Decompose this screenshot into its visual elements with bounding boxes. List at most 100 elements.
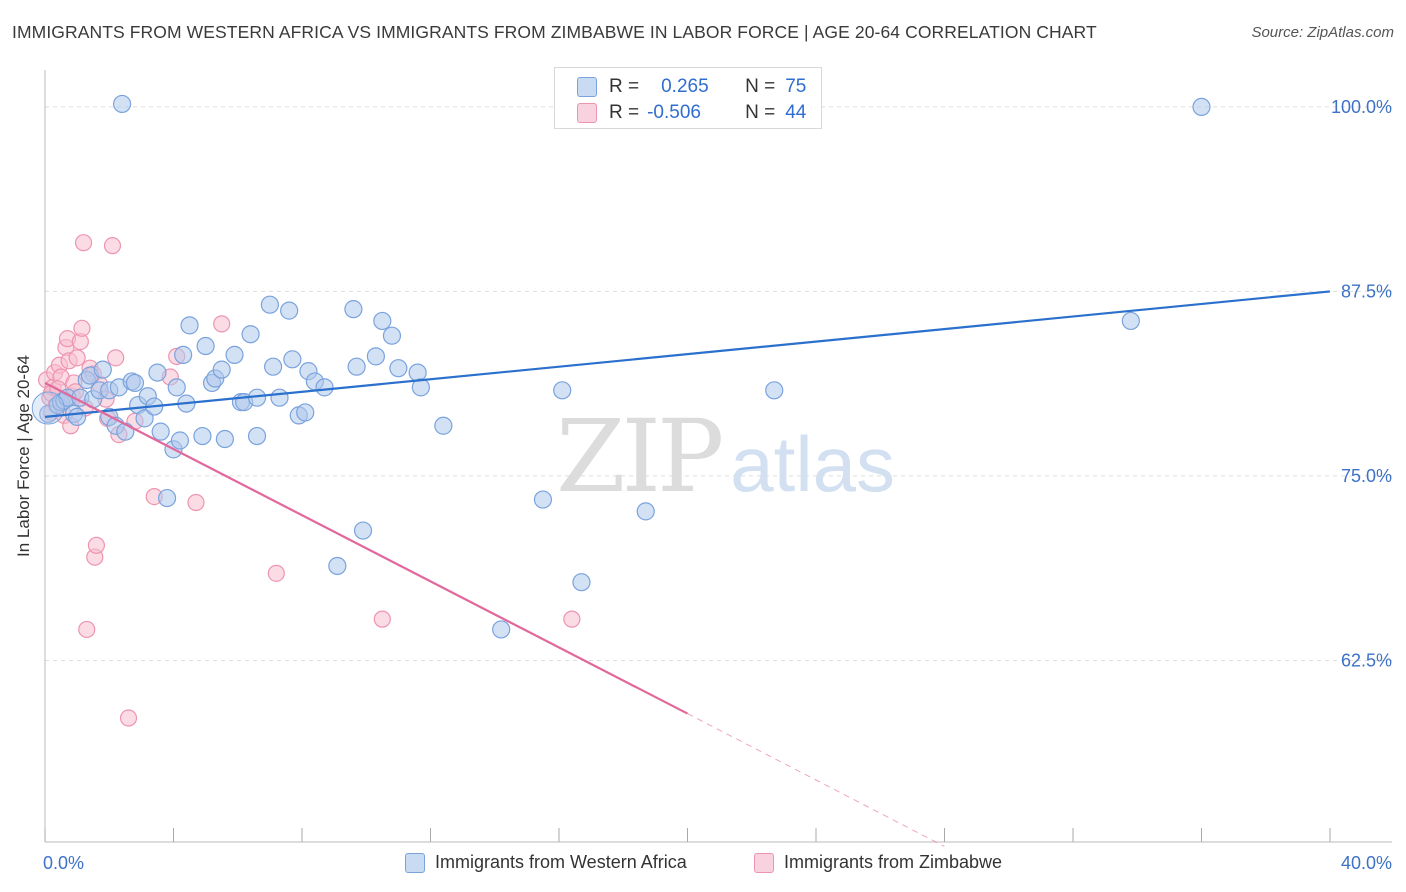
data-point-western-africa (151, 422, 170, 441)
trend-line-zimbabwe (44, 381, 689, 715)
zimbabwe-swatch (577, 103, 597, 123)
source-label: Source: ZipAtlas.com (1251, 24, 1394, 41)
data-point-western-africa (315, 378, 334, 397)
trend-line-western-africa (44, 290, 1331, 418)
data-point-zimbabwe (119, 709, 138, 727)
data-point-western-africa (280, 301, 299, 320)
data-point-western-africa (328, 556, 347, 576)
r-label: R = (609, 102, 640, 123)
trend-lines (44, 290, 1331, 847)
data-point-zimbabwe (103, 237, 122, 255)
data-point-western-africa (283, 350, 302, 369)
correlation-row-zimbabwe: R = -0.506 N = 44 (577, 100, 806, 126)
data-point-zimbabwe (213, 315, 231, 333)
legend-item-western-africa[interactable]: Immigrants from Western Africa (405, 852, 687, 873)
data-point-western-africa (170, 431, 190, 450)
data-point-zimbabwe (107, 349, 125, 367)
data-point-western-africa (93, 360, 112, 379)
data-point-western-africa (148, 363, 167, 382)
data-point-zimbabwe (563, 610, 581, 628)
y-axis-title: In Labor Force | Age 20-64 (14, 355, 33, 557)
data-point-western-africa (1121, 311, 1140, 331)
n-value: 75 (785, 76, 807, 97)
data-point-western-africa (533, 490, 553, 509)
data-point-western-africa (212, 360, 231, 379)
axes (44, 70, 1392, 843)
correlation-legend: R = 0.265 N = 75 R = -0.506 N = 44 (554, 67, 822, 129)
data-point-zimbabwe (267, 564, 285, 582)
data-point-western-africa (353, 521, 373, 540)
data-point-western-africa (196, 336, 215, 356)
data-point-western-africa (112, 94, 132, 114)
trend-line-zimbabwe-extension (687, 713, 945, 847)
y-tick-label: 87.5% (1341, 281, 1392, 301)
data-point-western-africa (260, 295, 279, 314)
y-tick-labels: 62.5% 75.0% 87.5% 100.0% (1331, 97, 1392, 671)
data-point-zimbabwe (87, 536, 106, 554)
data-point-zimbabwe (68, 349, 86, 367)
data-point-western-africa (247, 426, 267, 446)
western-africa-points (31, 94, 1211, 639)
data-point-zimbabwe (373, 610, 391, 628)
data-point-western-africa (167, 378, 186, 397)
legend-swatch-western-africa (405, 852, 425, 873)
y-tick-label: 100.0% (1331, 97, 1392, 117)
r-label: R = (609, 76, 640, 97)
correlation-row-western-africa: R = 0.265 N = 75 (577, 74, 806, 100)
n-label: N = (745, 102, 776, 123)
western-africa-swatch (577, 77, 597, 97)
y-tick-label: 75.0% (1341, 466, 1392, 486)
n-value: 44 (785, 102, 807, 123)
data-point-western-africa (389, 359, 408, 378)
r-value: 0.265 (661, 76, 709, 97)
data-point-western-africa (296, 403, 315, 422)
data-point-zimbabwe (74, 234, 93, 252)
data-point-western-africa (157, 488, 177, 508)
grid-lines (45, 106, 1392, 661)
legend-swatch-zimbabwe (754, 852, 774, 873)
data-point-western-africa (1192, 97, 1211, 117)
legend-label-western-africa: Immigrants from Western Africa (435, 852, 687, 872)
data-point-western-africa (193, 426, 212, 446)
data-point-western-africa (408, 363, 427, 382)
legend-item-zimbabwe[interactable]: Immigrants from Zimbabwe (754, 852, 1002, 873)
data-point-western-africa (31, 391, 65, 425)
y-tick-label: 62.5% (1341, 650, 1392, 670)
n-label: N = (745, 76, 776, 97)
data-point-western-africa (125, 373, 145, 393)
data-point-western-africa (434, 416, 453, 435)
legend-label-zimbabwe: Immigrants from Zimbabwe (784, 852, 1003, 872)
data-point-western-africa (492, 620, 511, 639)
data-point-western-africa (344, 300, 363, 319)
data-point-western-africa (411, 378, 430, 397)
data-point-western-africa (68, 407, 87, 426)
data-point-western-africa (174, 345, 193, 364)
data-point-western-africa (241, 325, 260, 344)
x-tick-labels: 0.0% 40.0% (43, 853, 1392, 873)
data-point-western-africa (366, 347, 385, 366)
chart-title: IMMIGRANTS FROM WESTERN AFRICA VS IMMIGR… (12, 22, 1097, 42)
data-point-western-africa (765, 381, 784, 400)
data-point-western-africa (215, 429, 234, 449)
data-point-western-africa (270, 388, 289, 407)
data-point-western-africa (135, 409, 154, 428)
data-point-western-africa (180, 316, 199, 335)
data-point-western-africa (263, 357, 283, 376)
data-point-western-africa (373, 311, 392, 331)
data-point-zimbabwe (187, 493, 205, 512)
data-point-western-africa (225, 345, 244, 364)
x-tick-label: 40.0% (1341, 853, 1392, 873)
data-point-western-africa (553, 381, 572, 400)
data-point-western-africa (572, 573, 591, 592)
data-point-western-africa (382, 326, 402, 345)
data-point-zimbabwe (78, 620, 96, 639)
data-point-zimbabwe (73, 319, 91, 337)
series-legend: Immigrants from Western Africa Immigrant… (0, 852, 1406, 878)
data-point-western-africa (636, 502, 655, 521)
data-point-western-africa (347, 357, 366, 376)
x-tick-label: 0.0% (43, 853, 84, 873)
zimbabwe-points (38, 234, 581, 727)
r-value: -0.506 (647, 102, 701, 123)
data-point-western-africa (116, 422, 135, 441)
